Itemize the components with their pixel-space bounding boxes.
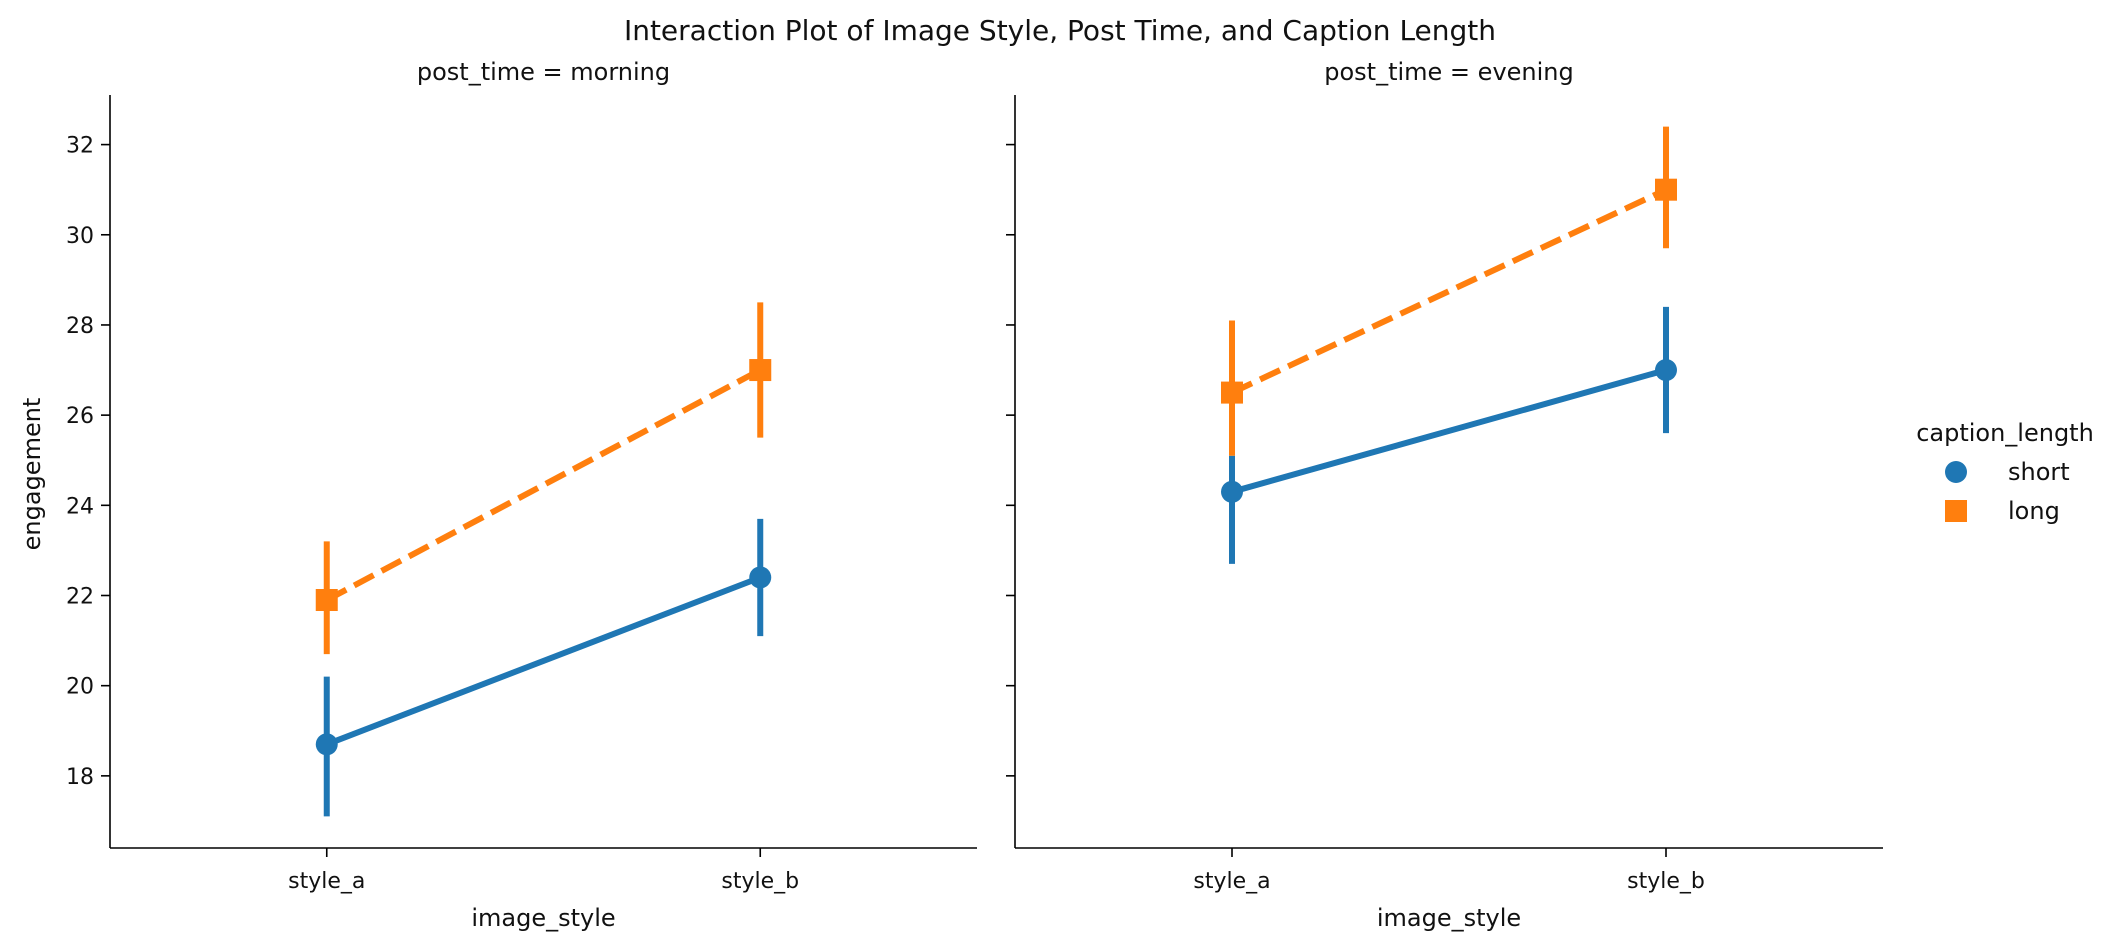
point-long (749, 359, 772, 382)
point-short (315, 733, 338, 756)
panel-title: post_time = evening (1324, 58, 1573, 86)
y-tick-label: 30 (66, 224, 94, 249)
point-short (749, 566, 772, 589)
series-line-long (325, 367, 762, 603)
series-line-short (325, 574, 762, 748)
y-tick-label: 28 (66, 314, 94, 339)
point-short (1221, 480, 1243, 503)
point-long (1221, 381, 1243, 404)
point-long (1655, 178, 1677, 201)
y-tick-label: 32 (66, 134, 94, 159)
x-tick-label: style_b (1627, 869, 1705, 894)
panel-morning: post_time = morning 18 20 22 24 26 28 30 32 style… (66, 58, 977, 932)
point-short (1655, 359, 1677, 382)
x-axis-label: image_style (471, 904, 615, 932)
series-line-short (1231, 367, 1667, 495)
legend-title: caption_length (1916, 419, 2094, 447)
legend: caption_length short long (1916, 419, 2094, 525)
y-tick-label: 24 (66, 494, 94, 519)
panel-title: post_time = morning (417, 58, 670, 86)
x-tick-label: style_a (288, 869, 365, 894)
x-tick-label: style_a (1193, 869, 1270, 894)
chart-title: Interaction Plot of Image Style, Post Ti… (624, 14, 1496, 47)
legend-marker-long (1945, 500, 1967, 522)
legend-label-long: long (2008, 497, 2060, 525)
x-tick-label: style_b (721, 869, 799, 894)
point-long (315, 589, 338, 612)
legend-label-short: short (2008, 458, 2070, 486)
panel-evening: post_time = evening style_a style_b image_s… (1006, 58, 1883, 932)
y-tick-label: 18 (66, 765, 94, 790)
series-line-long (1230, 186, 1668, 396)
y-tick-label: 20 (66, 675, 94, 700)
legend-marker-short (1945, 461, 1967, 483)
y-tick-label: 26 (66, 404, 94, 429)
x-axis-label: image_style (1377, 904, 1521, 932)
y-tick-label: 22 (66, 584, 94, 609)
y-axis-label: engagement (18, 398, 46, 551)
